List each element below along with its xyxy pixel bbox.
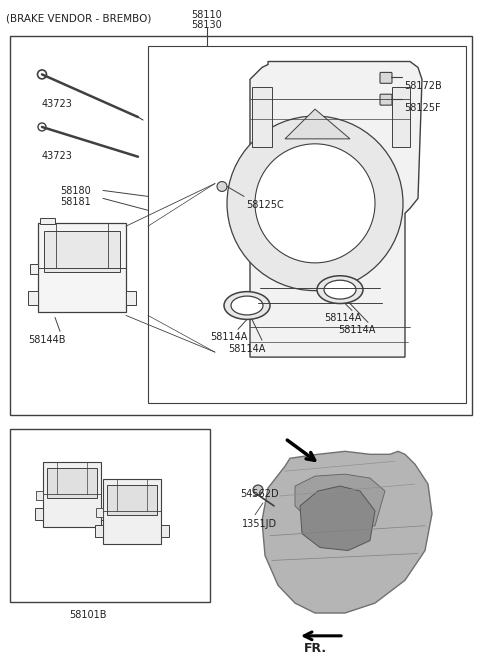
Text: 58181: 58181 [60, 197, 91, 208]
Text: 58101B: 58101B [69, 610, 107, 620]
Text: 58114A: 58114A [228, 344, 265, 354]
Text: 1351JD: 1351JD [242, 519, 277, 529]
Circle shape [227, 116, 403, 290]
Bar [101, 508, 109, 520]
Bar [252, 87, 272, 147]
Bar [148, 45, 466, 403]
Circle shape [37, 70, 47, 79]
Bar [107, 485, 157, 515]
Text: 58144B: 58144B [28, 335, 65, 346]
Bar [36, 491, 43, 500]
Text: FR.: FR. [304, 642, 327, 655]
Circle shape [255, 144, 375, 263]
Polygon shape [285, 109, 350, 139]
Bar [30, 264, 38, 274]
Bar [103, 479, 161, 543]
Ellipse shape [324, 281, 356, 299]
Circle shape [217, 181, 227, 191]
Text: 58180: 58180 [60, 187, 91, 196]
Bar [47, 468, 97, 498]
Bar [95, 525, 103, 537]
Text: 43723: 43723 [42, 99, 73, 109]
Text: 43723: 43723 [42, 150, 73, 161]
Text: 58114A: 58114A [324, 313, 361, 323]
Polygon shape [295, 474, 385, 531]
Polygon shape [300, 486, 375, 551]
Ellipse shape [317, 276, 363, 304]
Text: 58125C: 58125C [246, 200, 284, 210]
Text: (BRAKE VENDOR - BREMBO): (BRAKE VENDOR - BREMBO) [6, 14, 151, 24]
Text: 58130: 58130 [192, 20, 222, 30]
FancyBboxPatch shape [380, 72, 392, 83]
Bar [44, 231, 120, 272]
Bar [126, 290, 136, 305]
Text: 58114A: 58114A [338, 325, 375, 335]
Bar [38, 223, 126, 313]
Bar [96, 508, 103, 517]
Circle shape [253, 485, 263, 495]
Polygon shape [250, 62, 422, 357]
Ellipse shape [231, 296, 263, 315]
Bar [10, 428, 210, 602]
Bar [43, 463, 101, 527]
FancyBboxPatch shape [380, 94, 392, 105]
Text: 58172B: 58172B [404, 81, 442, 91]
Bar [392, 87, 410, 147]
Text: 54562D: 54562D [240, 489, 278, 499]
Bar [35, 508, 43, 520]
Bar [161, 525, 169, 537]
Ellipse shape [224, 292, 270, 319]
Bar [10, 35, 472, 415]
Text: 58114A: 58114A [210, 332, 247, 342]
Circle shape [38, 123, 46, 131]
Text: 58110: 58110 [192, 10, 222, 20]
Bar [40, 218, 55, 224]
Bar [28, 290, 38, 305]
Text: 58125F: 58125F [404, 103, 441, 113]
Polygon shape [262, 451, 432, 613]
